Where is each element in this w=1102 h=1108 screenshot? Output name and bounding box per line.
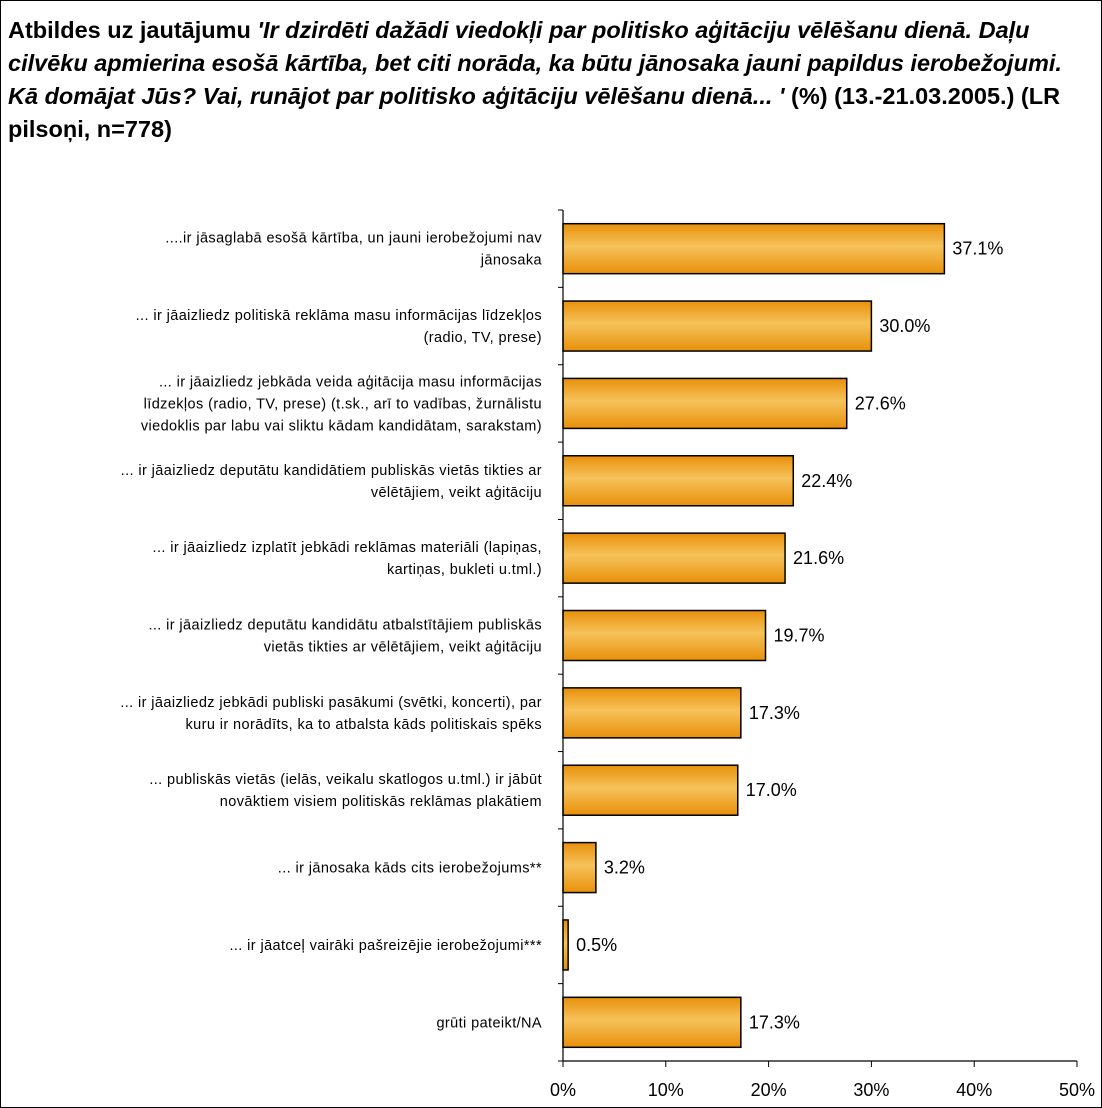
category-label-line: (radio, TV, prese) [424,330,542,346]
bar-value-label: 17.3% [749,1012,800,1032]
category-label: ... ir jāaizliedz deputātu kandidātu atb… [148,618,542,656]
bar-value-label: 17.3% [749,703,800,723]
x-tick-label: 40% [956,1080,992,1100]
bar [562,222,946,275]
category-label-line: ... ir jāatceļ vairāki pašreizējie ierob… [229,938,542,954]
category-label-line: vietās tikties ar vēlētājiem, veikt aģit… [264,640,542,656]
title-suffix: (%) (13.-21.03.2005.) (LR pilsoņi, n=778… [8,83,1061,142]
bar-value-label: 27.6% [855,393,906,413]
bar [562,455,795,507]
bar [562,841,597,894]
category-label: ....ir jāsaglabā esošā kārtība, un jauni… [165,231,542,269]
bar [562,764,739,816]
category-label: ... ir jāaizliedz jebkāda veida aģitācij… [141,374,542,434]
category-label-line: kuru ir norādīts, ka to atbalsta kāds po… [186,717,542,733]
bar-value-label: 19.7% [774,626,825,646]
bar [562,996,742,1049]
chart-title: Atbildes uz jautājumu 'Ir dzirdēti dažād… [8,14,1068,146]
category-label: ... ir jānosaka kāds cits ierobežojums** [278,861,542,877]
x-tick-label: 50% [1059,1080,1095,1100]
category-label-line: grūti pateikt/NA [436,1015,542,1031]
title-prefix: Atbildes uz jautājumu [8,17,258,43]
x-tick-label: 10% [648,1080,684,1100]
title-question: 'Ir dzirdēti dažādi viedokļi par politis… [8,17,1062,109]
category-label-line: novāktiem visiem politiskās reklāmas pla… [220,794,542,810]
category-label: ... ir jāatceļ vairāki pašreizējie ierob… [229,938,542,954]
category-label-line: ... publiskās vietās (ielās, veikalu ska… [149,772,542,788]
category-label: ... ir jāaizliedz deputātu kandidātiem p… [121,463,542,501]
category-label-line: ... ir jāaizliedz jebkāda veida aģitācij… [159,374,542,390]
category-label-line: vēlētājiem, veikt aģitāciju [371,485,542,501]
category-label-line: ... ir jāaizliedz politiskā reklāma masu… [136,308,542,324]
category-label: grūti pateikt/NA [436,1015,542,1031]
bar [562,609,767,662]
bar-value-label: 3.2% [604,858,645,878]
category-label-line: ....ir jāsaglabā esošā kārtība, un jauni… [165,231,542,247]
bar-value-label: 0.5% [576,935,617,955]
bar [562,919,569,971]
category-label: ... publiskās vietās (ielās, veikalu ska… [149,772,542,810]
bar-value-label: 17.0% [746,780,797,800]
x-tick-label: 20% [751,1080,787,1100]
category-label-line: kartiņas, bukleti u.tml.) [387,562,542,578]
category-label-line: jānosaka [480,253,543,269]
bar [562,377,848,430]
bar-value-label: 22.4% [801,471,852,491]
bar [562,687,742,739]
category-label-line: līdzekļos (radio, TV, prese) (t.sk., arī… [144,396,542,412]
category-label-line: ... ir jāaizliedz izplatīt jebkādi reklā… [153,540,542,556]
x-tick-label: 30% [853,1080,889,1100]
bar [562,532,786,584]
bar-value-label: 37.1% [952,239,1003,259]
category-label: ... ir jāaizliedz politiskā reklāma masu… [136,308,542,346]
bar-value-label: 21.6% [793,548,844,568]
category-label-line: viedoklis par labu vai sliktu kādam kand… [141,418,542,434]
bar-value-label: 30.0% [879,316,930,336]
category-label-line: ... ir jāaizliedz deputātu kandidātu atb… [148,618,542,634]
bar [562,300,873,352]
category-label: ... ir jāaizliedz izplatīt jebkādi reklā… [153,540,542,578]
category-label-line: ... ir jāaizliedz deputātu kandidātiem p… [121,463,542,479]
category-label: ... ir jāaizliedz jebkādi publiski pasāk… [120,695,542,733]
category-label-line: ... ir jānosaka kāds cits ierobežojums** [278,861,542,877]
category-label-line: ... ir jāaizliedz jebkādi publiski pasāk… [120,695,542,711]
x-tick-label: 0% [550,1080,576,1100]
